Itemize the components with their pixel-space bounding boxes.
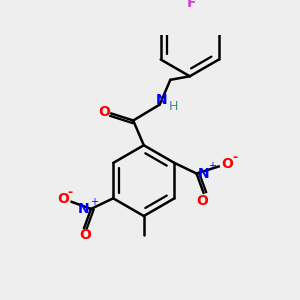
Text: H: H (169, 100, 178, 113)
Text: N: N (198, 167, 209, 181)
Text: -: - (232, 151, 237, 164)
Text: N: N (156, 93, 167, 107)
Text: -: - (67, 186, 72, 199)
Text: O: O (222, 157, 233, 171)
Text: O: O (57, 192, 69, 206)
Text: +: + (208, 161, 216, 172)
Text: +: + (90, 197, 98, 207)
Text: O: O (98, 105, 110, 119)
Text: O: O (196, 194, 208, 208)
Text: O: O (79, 228, 91, 242)
Text: N: N (78, 202, 90, 216)
Text: F: F (187, 0, 196, 10)
